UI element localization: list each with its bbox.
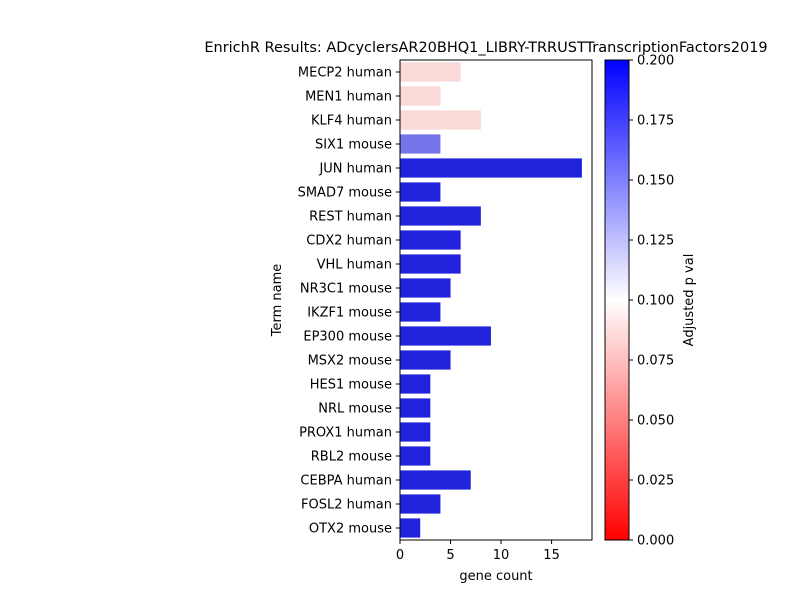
- bar: [400, 302, 441, 322]
- y-tick-label: VHL human: [317, 258, 392, 273]
- x-tick-label: 15: [543, 548, 560, 563]
- bar: [400, 158, 582, 178]
- bar: [400, 422, 431, 442]
- colorbar-tick-label: 0.150: [637, 174, 674, 189]
- colorbar-ticks: 0.000 0.025 0.050 0.075 0.100 0.125 0.150 0.175…: [629, 54, 674, 549]
- colorbar-tick-label: 0.125: [637, 234, 674, 249]
- y-tick-labels: MECP2 human MEN1 human KLF4 human SIX1 mous…: [298, 66, 400, 537]
- x-tick-label: 10: [493, 548, 510, 563]
- y-tick-label: SIX1 mouse: [315, 138, 392, 153]
- bar: [400, 446, 431, 466]
- bars-layer: [400, 62, 582, 538]
- y-tick-label: NRL mouse: [318, 402, 392, 417]
- bar: [400, 398, 431, 418]
- x-ticks: 0 5 10 15: [396, 540, 560, 563]
- y-tick-label: RBL2 mouse: [311, 450, 392, 465]
- y-tick-label: KLF4 human: [311, 114, 392, 129]
- x-tick-label: 0: [396, 548, 404, 563]
- bar: [400, 278, 451, 298]
- bar: [400, 62, 461, 82]
- colorbar-tick-label: 0.175: [637, 114, 674, 129]
- colorbar-tick-label: 0.200: [637, 54, 674, 69]
- y-tick-label: IKZF1 mouse: [307, 306, 392, 321]
- bar: [400, 134, 441, 154]
- chart-title: EnrichR Results: ADcyclersAR20BHQ1_LIBRY…: [204, 40, 767, 56]
- bar: [400, 182, 441, 202]
- bar: [400, 254, 461, 274]
- colorbar-tick-label: 0.075: [637, 354, 674, 369]
- bar: [400, 326, 491, 346]
- y-tick-label: CDX2 human: [306, 234, 392, 249]
- bar: [400, 494, 441, 514]
- y-tick-label: SMAD7 mouse: [298, 186, 392, 201]
- colorbar: [604, 59, 630, 541]
- y-tick-label: EP300 mouse: [303, 330, 392, 345]
- y-tick-label: FOSL2 human: [301, 498, 392, 513]
- y-axis-label: Term name: [270, 264, 285, 338]
- y-tick-label: PROX1 human: [299, 426, 392, 441]
- y-tick-label: HES1 mouse: [310, 378, 392, 393]
- bar: [400, 230, 461, 250]
- x-tick-label: 5: [446, 548, 454, 563]
- bar: [400, 86, 441, 106]
- bar: [400, 518, 421, 538]
- plot-frame: [399, 59, 593, 541]
- bar: [400, 374, 431, 394]
- y-tick-label: CEBPA human: [300, 474, 392, 489]
- colorbar-label: Adjusted p val: [682, 254, 697, 347]
- y-tick-label: MECP2 human: [298, 66, 392, 81]
- y-tick-label: NR3C1 mouse: [300, 282, 392, 297]
- colorbar-tick-label: 0.050: [637, 414, 674, 429]
- y-tick-label: JUN human: [318, 162, 392, 177]
- bar: [400, 470, 471, 490]
- y-tick-label: REST human: [309, 210, 392, 225]
- colorbar-tick-label: 0.100: [637, 294, 674, 309]
- y-tick-label: MEN1 human: [305, 90, 392, 105]
- y-tick-label: OTX2 mouse: [309, 522, 392, 537]
- bar: [400, 110, 481, 130]
- bar: [400, 350, 451, 370]
- x-axis-label: gene count: [459, 569, 532, 584]
- y-tick-label: MSX2 mouse: [308, 354, 392, 369]
- colorbar-tick-label: 0.000: [637, 534, 674, 549]
- bar: [400, 206, 481, 226]
- colorbar-tick-label: 0.025: [637, 474, 674, 489]
